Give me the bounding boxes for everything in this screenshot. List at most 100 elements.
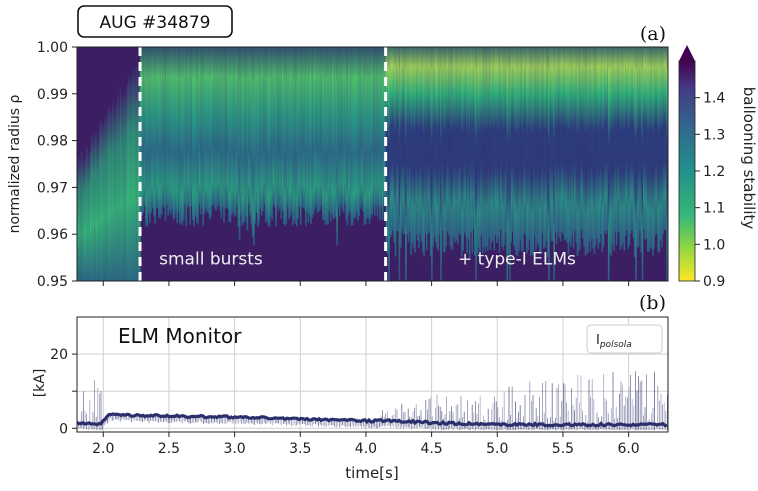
heatmap-cell-column [307, 47, 310, 223]
heatmap-cell-column [383, 47, 385, 205]
heatmap-cell-column [574, 47, 576, 231]
heatmap-cell-column [114, 106, 117, 281]
heatmap-cell-column [663, 47, 666, 230]
heatmap-cell-column [358, 47, 360, 216]
heatmap-cell-column [420, 47, 423, 242]
heatmap-cell-column [135, 66, 138, 281]
heatmap-cell-column [415, 47, 418, 235]
panel-b-ylabel: [kA] [32, 369, 48, 398]
heatmap-cell-column [255, 47, 258, 213]
heatmap-cell-column [185, 47, 188, 227]
heatmap-cell-column [646, 47, 649, 252]
heatmap-cell-column [497, 47, 499, 239]
heatmap-cell-column [562, 47, 564, 235]
y-tick-label: 1.00 [37, 40, 68, 56]
heatmap-cell-column [355, 47, 358, 213]
y-tick-label: 0.97 [37, 180, 68, 196]
heatmap-cell-column [84, 156, 87, 281]
heatmap-cell-column [559, 47, 562, 242]
heatmap-cell-column [110, 111, 113, 281]
heatmap-cell-column [194, 47, 197, 217]
heatmap-cell-column [435, 47, 437, 243]
heatmap-cell-column [533, 47, 536, 237]
heatmap-cell-column [260, 47, 263, 216]
heatmap-cell-column [229, 47, 232, 223]
heatmap-cell-column [212, 47, 215, 205]
heatmap-cell-column [122, 96, 125, 281]
heatmap-cell-column [474, 47, 476, 256]
heatmap-cell-column [520, 47, 523, 252]
heatmap-cell-column [510, 47, 512, 243]
heatmap-cell-column [583, 47, 585, 247]
heatmap-cell-column [202, 47, 204, 227]
x-tick-label: 5.5 [552, 441, 574, 457]
heatmap-cell-column [433, 47, 436, 238]
heatmap-cell-column [448, 47, 450, 236]
heatmap-cell-column [216, 47, 219, 208]
heatmap-cell-column [234, 47, 237, 216]
heatmap-cell-column [147, 47, 150, 215]
heatmap-cell-column [97, 137, 100, 281]
heatmap-cell-column [368, 47, 371, 224]
heatmap-cell-column [158, 47, 160, 218]
heatmap-cell-column [336, 47, 338, 246]
heatmap-cell-column [589, 47, 592, 252]
shot-title: AUG #34879 [100, 13, 211, 33]
heatmap-cell-column [550, 47, 553, 241]
shot-title-box: AUG #34879 [77, 5, 233, 38]
heatmap-cell-column [472, 47, 475, 230]
heatmap-cell-column [619, 47, 622, 250]
colorbar-extend-arrow [679, 45, 695, 61]
heatmap-cell-column [363, 47, 366, 225]
heatmap-cell-column [467, 47, 470, 239]
heatmap-cell-column [578, 47, 580, 252]
heatmap-cell-column [179, 47, 181, 225]
heatmap-cell-column [593, 47, 596, 255]
heatmap-cell-column [180, 47, 182, 222]
x-tick-label: 4.5 [420, 441, 442, 457]
heatmap-cell-column [205, 47, 207, 209]
heatmap-cell-column [262, 47, 264, 212]
heatmap-cell-column [561, 47, 563, 232]
heatmap-cell-column [488, 47, 490, 239]
heatmap-cell-column [277, 47, 280, 212]
heatmap-cell-column [375, 47, 377, 206]
heatmap-cell-column [544, 47, 546, 248]
heatmap-cell-column [142, 47, 145, 214]
x-tick-label: 5.0 [486, 441, 508, 457]
heatmap-cell-column [292, 47, 294, 226]
heatmap-cell-column [288, 47, 290, 220]
heatmap-cell-column [219, 47, 221, 211]
heatmap-cell-column [192, 47, 194, 220]
heatmap-cell-column [220, 47, 223, 219]
heatmap-cell-column [542, 47, 545, 249]
heatmap-cell-column [405, 47, 407, 281]
heatmap-cell-column [316, 47, 319, 213]
heatmap-cell-column [600, 47, 602, 235]
heatmap-cell-column [151, 47, 154, 209]
heatmap-cell-column [93, 133, 96, 281]
y-tick-label: 0.95 [37, 274, 68, 290]
heatmap-cell-column [182, 47, 185, 221]
heatmap-cell-column [371, 47, 373, 215]
heatmap-cell-column [82, 161, 84, 281]
heatmap-cell-column [80, 150, 83, 281]
heatmap-cell-column [164, 47, 167, 221]
heatmap-cell-column [364, 47, 367, 225]
heatmap-cell-column [411, 47, 414, 244]
heatmap-cell-column [233, 47, 236, 217]
heatmap-cell-column [412, 47, 415, 248]
panel-b-yticks: 0 20 [50, 347, 77, 437]
heatmap-cell-column [466, 47, 468, 254]
heatmap-cell-column [380, 47, 383, 207]
heatmap-cell-column [424, 47, 427, 234]
heatmap-cell-column [397, 47, 399, 232]
heatmap-cell-column [349, 47, 351, 212]
heatmap-cell-column [311, 47, 314, 219]
heatmap-cell-column [591, 47, 593, 239]
heatmap-cell-column [335, 47, 337, 217]
heatmap-cell-column [121, 99, 123, 281]
heatmap-cell-column [515, 47, 518, 256]
heatmap-cell-column [374, 47, 376, 216]
heatmap-cell-column [130, 77, 132, 281]
